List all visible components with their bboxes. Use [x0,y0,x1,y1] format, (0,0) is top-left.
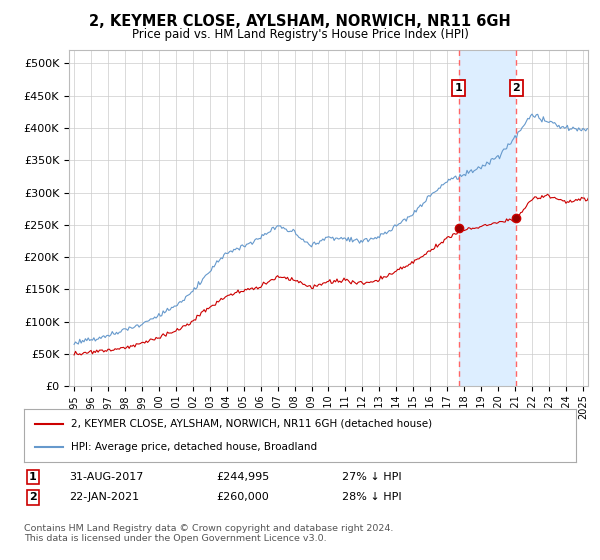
Text: 2: 2 [512,83,520,93]
Text: £260,000: £260,000 [216,492,269,502]
Text: 31-AUG-2017: 31-AUG-2017 [69,472,143,482]
Bar [458,50,516,386]
Text: 2, KEYMER CLOSE, AYLSHAM, NORWICH, NR11 6GH: 2, KEYMER CLOSE, AYLSHAM, NORWICH, NR11 … [89,14,511,29]
Text: 1: 1 [29,472,37,482]
Text: 27% ↓ HPI: 27% ↓ HPI [342,472,401,482]
Text: 2: 2 [29,492,37,502]
Text: 1: 1 [455,83,463,93]
Text: 22-JAN-2021: 22-JAN-2021 [69,492,139,502]
Text: 2, KEYMER CLOSE, AYLSHAM, NORWICH, NR11 6GH (detached house): 2, KEYMER CLOSE, AYLSHAM, NORWICH, NR11 … [71,419,432,429]
Text: 28% ↓ HPI: 28% ↓ HPI [342,492,401,502]
Text: HPI: Average price, detached house, Broadland: HPI: Average price, detached house, Broa… [71,442,317,452]
Text: Price paid vs. HM Land Registry's House Price Index (HPI): Price paid vs. HM Land Registry's House … [131,28,469,41]
Text: Contains HM Land Registry data © Crown copyright and database right 2024.
This d: Contains HM Land Registry data © Crown c… [24,524,394,543]
Text: £244,995: £244,995 [216,472,269,482]
